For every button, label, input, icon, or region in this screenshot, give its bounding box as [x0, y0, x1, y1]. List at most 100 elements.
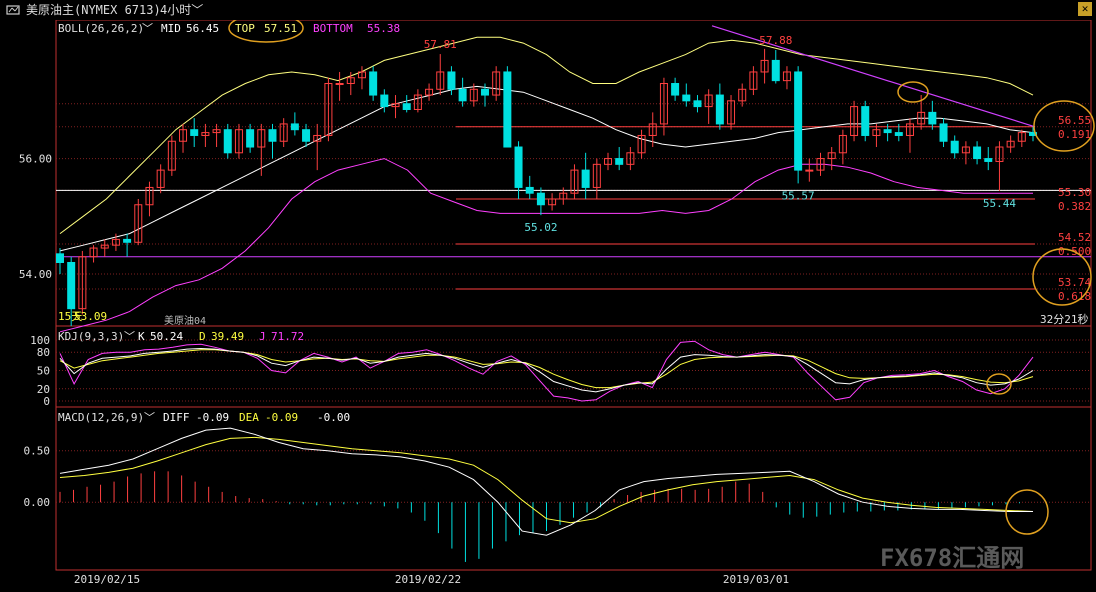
candle-body — [961, 146, 970, 154]
kdj-tick-label: 20 — [37, 383, 50, 396]
boll-bottom-label: BOTTOM — [313, 22, 353, 35]
candle-body — [536, 192, 545, 206]
level-0191-circle — [1033, 100, 1095, 152]
candle-body — [503, 71, 512, 148]
candle-body — [156, 169, 165, 188]
candle-body — [805, 169, 814, 172]
kdj-d-line — [59, 349, 1034, 389]
candle-body — [123, 238, 132, 243]
candle-body — [570, 169, 579, 194]
extreme-price-label: 57.81 — [424, 38, 457, 51]
candle-body — [548, 198, 557, 206]
candle-body — [279, 123, 288, 142]
candle-body — [357, 71, 366, 79]
main-panel-frame — [55, 20, 1092, 327]
fib-level-price: 54.52 — [1058, 231, 1091, 244]
candle-body — [212, 129, 221, 134]
close-icon[interactable]: ✕ — [1078, 2, 1092, 16]
fib-level-ratio: 0.382 — [1058, 200, 1091, 213]
boll-top-value: 57.51 — [264, 22, 297, 35]
kdj-j-line — [59, 340, 1034, 402]
candle-body — [89, 247, 98, 258]
candle-body — [391, 103, 400, 108]
candle-body — [984, 158, 993, 162]
kdj-k-label: K — [138, 330, 145, 343]
candle-body — [604, 158, 613, 165]
candle-body — [693, 100, 702, 108]
candle-body — [436, 71, 445, 90]
candle-body — [659, 83, 668, 125]
macd-dea-line — [59, 436, 1034, 524]
candle-body — [1017, 132, 1026, 142]
kdj-k-value: 50.24 — [150, 330, 183, 343]
candle-body — [190, 129, 199, 136]
fib-level-price: 56.55 — [1058, 114, 1091, 127]
candle-body — [995, 146, 1004, 162]
boll-mid-label: MID — [161, 22, 181, 35]
chart-type-icon[interactable] — [6, 3, 20, 17]
prev-low-label: 15天 — [58, 310, 82, 323]
high-highlight-circle — [897, 81, 929, 103]
candle-body — [402, 103, 411, 110]
macd-tick-label: 0.50 — [24, 445, 51, 458]
period-selector[interactable]: 4小时﹀ — [160, 0, 203, 20]
downtrend-line — [711, 25, 1036, 128]
candle-body — [760, 59, 769, 73]
kdj-j-label: J — [259, 330, 266, 343]
extreme-price-label: 57.88 — [759, 34, 792, 47]
candle-body — [861, 106, 870, 136]
macd-title[interactable]: MACD(12,26,9) — [58, 411, 144, 424]
kdj-d-label: D — [199, 330, 206, 343]
candle-body — [302, 129, 311, 142]
candle-body — [413, 94, 422, 110]
candle-body — [950, 140, 959, 154]
candle-body — [626, 152, 635, 165]
macd-chevron-icon[interactable]: ﹀ — [144, 411, 155, 424]
candle-body — [145, 186, 154, 206]
candle-body — [581, 169, 590, 188]
date-tick-label: 2019/02/22 — [395, 573, 461, 586]
candle-body — [727, 100, 736, 125]
boll-title[interactable]: BOLL(26,26,2) — [58, 22, 144, 35]
candle-body — [78, 256, 87, 310]
candle-body — [559, 192, 568, 200]
level-0618-circle — [1032, 248, 1092, 306]
kdj-chevron-icon[interactable]: ﹀ — [124, 330, 135, 343]
period-label: 4小时 — [160, 3, 192, 17]
countdown-timer: 32分21秒 — [1040, 312, 1089, 326]
kdj-d-value: 39.49 — [211, 330, 244, 343]
candle-body — [223, 129, 232, 154]
candle-body — [257, 129, 266, 148]
date-tick-label: 2019/03/01 — [723, 573, 789, 586]
candle-body — [268, 129, 277, 142]
boll-bottom-line — [59, 158, 1033, 333]
macd-dea-value: -0.09 — [265, 411, 298, 424]
candle-body — [167, 140, 176, 171]
fib-level-ratio: 0.618 — [1058, 290, 1091, 303]
candle-body — [771, 59, 780, 82]
candle-body — [682, 94, 691, 102]
candle-body — [335, 83, 344, 86]
candle-body — [838, 134, 847, 154]
candle-body — [939, 123, 948, 142]
boll-top-label: TOP — [235, 22, 255, 35]
chevron-down-icon: ﹀ — [191, 3, 204, 17]
candle-body — [56, 253, 64, 263]
kdj-tick-label: 50 — [37, 365, 50, 378]
candle-body — [480, 88, 489, 96]
symbol-name[interactable]: 美原油主(NYMEX 6713) — [26, 3, 161, 17]
contract-label: 美原油04 — [164, 314, 206, 327]
macd-tick-label: 0.00 — [24, 496, 51, 509]
top-highlight-circle — [228, 20, 304, 43]
candle-body — [850, 106, 859, 136]
candle-body — [615, 158, 624, 165]
date-tick-label: 2019/02/15 — [74, 573, 140, 586]
candle-body — [827, 152, 836, 160]
candle-body — [928, 111, 937, 125]
kdj-title[interactable]: KDJ(9,3,3) — [58, 330, 124, 343]
candle-body — [111, 238, 120, 246]
candle-body — [313, 134, 322, 142]
boll-chevron-icon[interactable]: ﹀ — [142, 22, 153, 35]
candle-body — [425, 88, 434, 96]
kdj-j-value: 71.72 — [271, 330, 304, 343]
